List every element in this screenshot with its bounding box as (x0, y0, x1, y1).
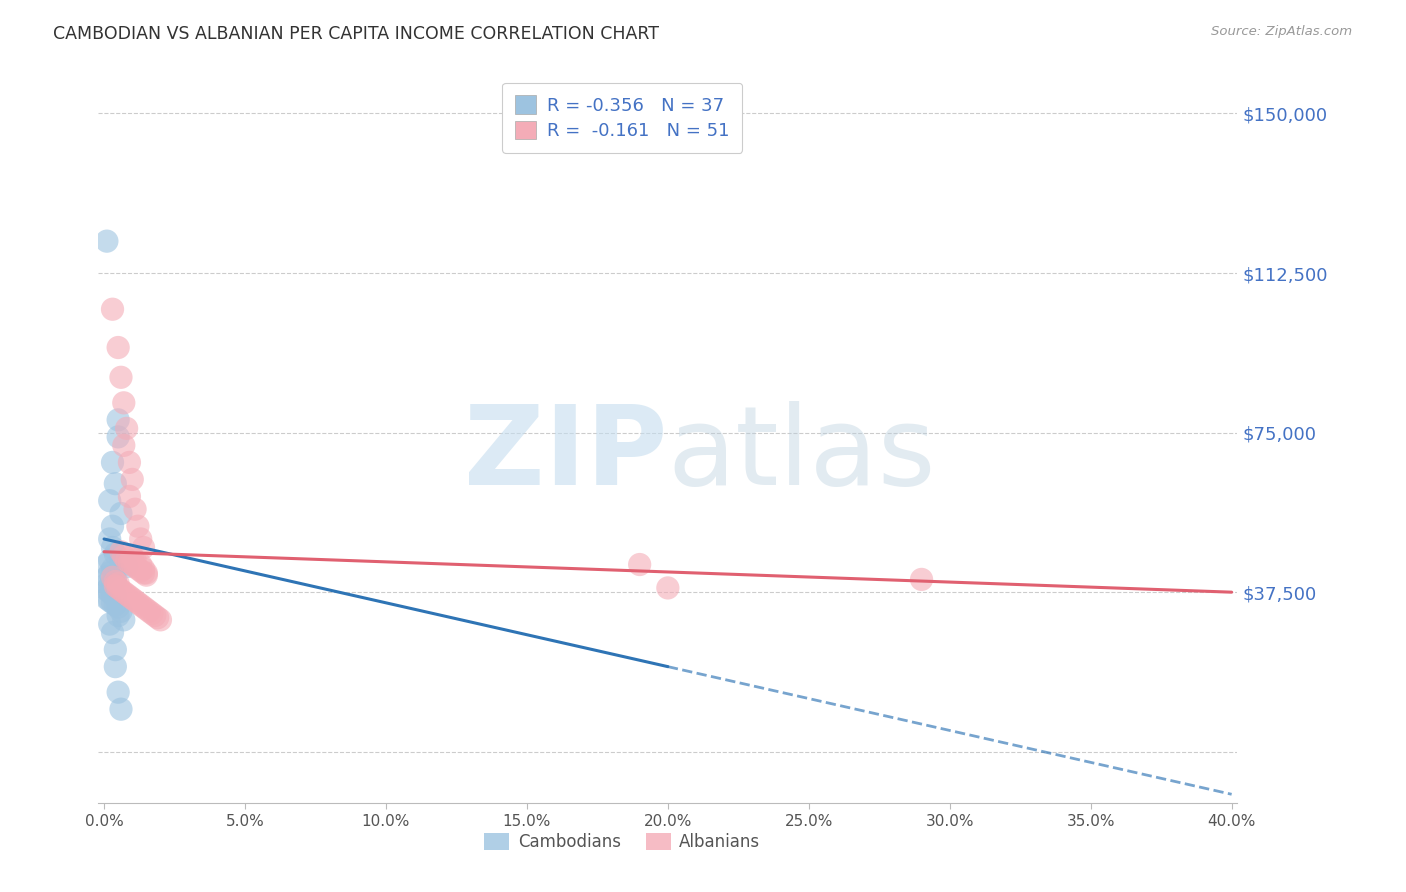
Point (127, 596, 149, 610)
Point (107, 413, 129, 427)
Point (657, 581, 679, 595)
Point (107, 430, 129, 444)
Point (101, 587, 124, 601)
Point (121, 549, 143, 563)
Point (98, 532, 121, 546)
Point (104, 579, 127, 593)
Point (104, 573, 127, 587)
Text: CAMBODIAN VS ALBANIAN PER CAPITA INCOME CORRELATION CHART: CAMBODIAN VS ALBANIAN PER CAPITA INCOME … (53, 25, 659, 43)
Point (101, 581, 124, 595)
Legend: Cambodians, Albanians: Cambodians, Albanians (478, 826, 766, 857)
Point (104, 590, 127, 604)
Point (101, 625, 124, 640)
Point (110, 582, 132, 597)
Point (98, 593, 121, 607)
Point (112, 585, 135, 599)
Point (98, 617, 121, 632)
Point (132, 566, 155, 580)
Point (101, 596, 124, 610)
Point (110, 553, 132, 567)
Text: ZIP: ZIP (464, 401, 668, 508)
Text: atlas: atlas (668, 401, 936, 508)
Point (107, 600, 129, 615)
Point (107, 576, 129, 591)
Point (112, 558, 135, 572)
Point (141, 607, 163, 621)
Point (101, 570, 124, 584)
Point (135, 602, 157, 616)
Point (107, 581, 129, 595)
Point (124, 502, 146, 516)
Point (104, 598, 127, 612)
Point (112, 613, 135, 627)
Point (110, 507, 132, 521)
Point (101, 519, 124, 533)
Point (101, 302, 124, 317)
Point (127, 519, 149, 533)
Point (96, 570, 118, 584)
Point (112, 396, 135, 410)
Point (101, 455, 124, 469)
Point (129, 532, 152, 546)
Point (118, 455, 141, 469)
Point (96, 234, 118, 248)
Point (628, 558, 651, 572)
Point (132, 600, 155, 615)
Point (112, 438, 135, 452)
Point (121, 472, 143, 486)
Point (115, 421, 138, 435)
Point (129, 598, 152, 612)
Point (112, 549, 135, 563)
Point (121, 591, 143, 606)
Point (129, 564, 152, 578)
Point (98, 585, 121, 599)
Point (146, 611, 169, 625)
Point (110, 604, 132, 618)
Point (118, 555, 141, 569)
Point (104, 574, 127, 589)
Point (110, 702, 132, 716)
Point (115, 559, 138, 574)
Point (104, 642, 127, 657)
Point (143, 608, 166, 623)
Point (127, 562, 149, 576)
Point (132, 541, 155, 555)
Point (118, 590, 141, 604)
Point (138, 604, 160, 618)
Point (135, 566, 157, 580)
Point (98, 579, 121, 593)
Point (124, 593, 146, 607)
Point (124, 553, 146, 567)
Point (110, 370, 132, 384)
Point (98, 566, 121, 580)
Point (101, 541, 124, 555)
Point (132, 562, 155, 576)
Point (101, 562, 124, 576)
Point (115, 587, 138, 601)
Point (96, 591, 118, 606)
Point (104, 659, 127, 673)
Point (135, 568, 157, 582)
Point (107, 685, 129, 699)
Point (98, 493, 121, 508)
Text: Source: ZipAtlas.com: Source: ZipAtlas.com (1212, 25, 1353, 38)
Point (115, 553, 138, 567)
Point (96, 582, 118, 597)
Point (129, 558, 152, 572)
Point (104, 547, 127, 561)
Point (96, 558, 118, 572)
Point (110, 545, 132, 559)
Point (118, 490, 141, 504)
Point (124, 559, 146, 574)
Point (98, 553, 121, 567)
Point (107, 608, 129, 623)
Point (107, 341, 129, 355)
Point (121, 558, 143, 572)
Point (910, 573, 932, 587)
Point (96, 576, 118, 591)
Point (149, 613, 172, 627)
Point (104, 476, 127, 491)
